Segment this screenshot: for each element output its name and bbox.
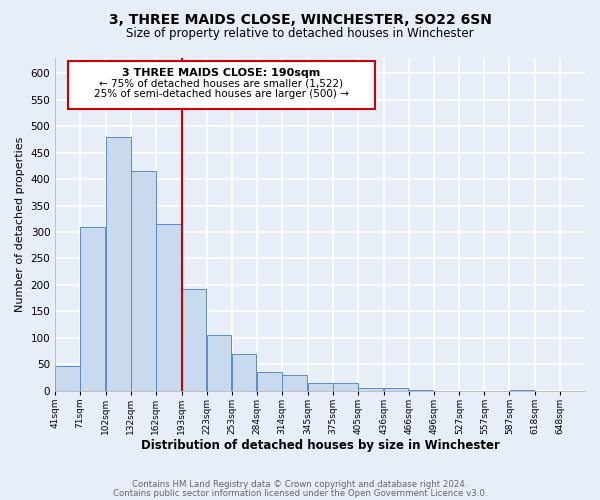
Bar [106, 137, 131, 390]
Bar [182, 288, 206, 390]
Text: 25% of semi-detached houses are larger (500) →: 25% of semi-detached houses are larger (… [94, 88, 349, 99]
Bar [131, 171, 155, 390]
Bar [207, 335, 231, 390]
FancyBboxPatch shape [68, 61, 376, 109]
X-axis label: Distribution of detached houses by size in Winchester: Distribution of detached houses by size … [140, 440, 500, 452]
Bar [80, 226, 105, 390]
Y-axis label: Number of detached properties: Number of detached properties [15, 136, 25, 312]
Text: Size of property relative to detached houses in Winchester: Size of property relative to detached ho… [126, 28, 474, 40]
Bar [156, 224, 181, 390]
Text: 3 THREE MAIDS CLOSE: 190sqm: 3 THREE MAIDS CLOSE: 190sqm [122, 68, 320, 78]
Text: Contains public sector information licensed under the Open Government Licence v3: Contains public sector information licen… [113, 488, 487, 498]
Bar [232, 354, 256, 391]
Bar [384, 388, 409, 390]
Text: ← 75% of detached houses are smaller (1,522): ← 75% of detached houses are smaller (1,… [100, 78, 344, 88]
Bar [308, 383, 333, 390]
Text: 3, THREE MAIDS CLOSE, WINCHESTER, SO22 6SN: 3, THREE MAIDS CLOSE, WINCHESTER, SO22 6… [109, 12, 491, 26]
Bar [358, 388, 383, 390]
Text: Contains HM Land Registry data © Crown copyright and database right 2024.: Contains HM Land Registry data © Crown c… [132, 480, 468, 489]
Bar [257, 372, 282, 390]
Bar [55, 366, 80, 390]
Bar [283, 375, 307, 390]
Bar [333, 383, 358, 390]
